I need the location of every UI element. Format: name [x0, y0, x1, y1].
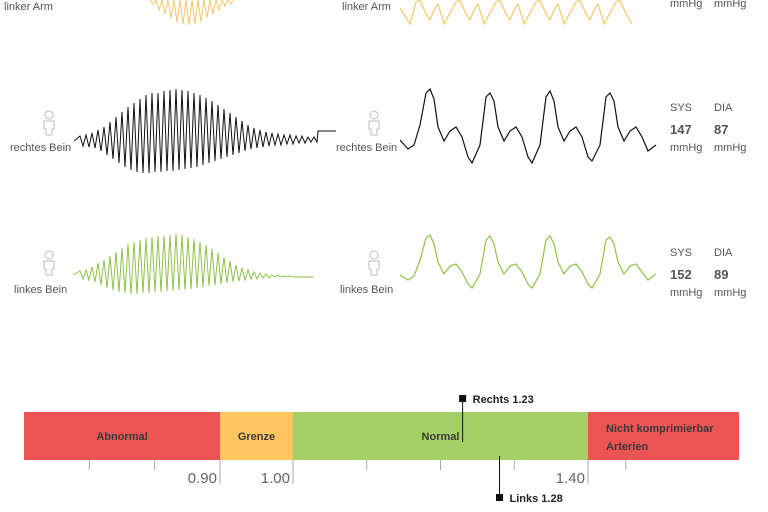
- segment-label: Normal: [422, 431, 460, 443]
- segment-2: [293, 412, 588, 460]
- segment-0: [24, 412, 220, 460]
- dia-unit: mmHg: [714, 0, 747, 10]
- tick-label: 1.00: [261, 470, 290, 487]
- marker-square: [496, 494, 503, 501]
- person-icon: [40, 250, 58, 276]
- person-icon: [365, 110, 383, 136]
- row-linkes-bein: linkes Bein linkes Bein SYS DIA 152 89 m…: [0, 225, 768, 325]
- marker-label: Rechts 1.23: [473, 394, 534, 406]
- limb-label-left: linkes Bein: [14, 284, 68, 296]
- limb-label-left: rechtes Bein: [10, 142, 72, 154]
- person-icon: [365, 250, 383, 276]
- sys-label: SYS: [670, 102, 693, 114]
- abi-scale-chart: Abnormal Grenze Normal Nicht komprimierbar A…: [0, 380, 768, 512]
- sys-unit: mmHg: [670, 0, 703, 10]
- pulse-waveform-linkes-bein: [400, 234, 657, 289]
- sys-unit: mmHg: [670, 287, 703, 299]
- oscillometric-waveform-rechtes-bein: [74, 88, 336, 174]
- segment-1: [220, 412, 293, 460]
- dia-label: DIA: [714, 102, 733, 114]
- limb-label-right: linker Arm: [342, 1, 391, 13]
- dia-value: 87: [714, 122, 729, 137]
- pulse-waveform-linker-arm: [400, 0, 633, 26]
- dia-unit: mmHg: [714, 142, 747, 154]
- limb-label-right: linkes Bein: [340, 284, 394, 296]
- segment-3: [588, 412, 739, 460]
- segment-label: Grenze: [238, 431, 275, 443]
- row-rechtes-bein: rechtes Bein rechtes Bein SYS DIA 147 87…: [0, 80, 768, 180]
- sys-value: 152: [670, 267, 692, 282]
- dia-label: DIA: [714, 247, 733, 259]
- marker-label: Links 1.28: [510, 493, 563, 505]
- sys-label: SYS: [670, 247, 693, 259]
- segment-label: Nicht komprimierbar: [606, 423, 714, 435]
- segment-label: Abnormal: [96, 431, 147, 443]
- oscillometric-waveform-linker-arm: [150, 0, 235, 26]
- dia-value: 89: [714, 267, 729, 282]
- limb-label-left: linker Arm: [4, 1, 53, 13]
- tick-label: 0.90: [188, 470, 217, 487]
- pulse-waveform-rechtes-bein: [400, 87, 657, 165]
- sys-value: 147: [670, 122, 692, 137]
- person-icon: [40, 110, 58, 136]
- segment-label: Arterien: [606, 441, 648, 453]
- tick-label: 1.40: [556, 470, 585, 487]
- limb-label-right: rechtes Bein: [336, 142, 398, 154]
- marker-square: [459, 395, 467, 402]
- sys-unit: mmHg: [670, 142, 703, 154]
- dia-unit: mmHg: [714, 287, 747, 299]
- oscillometric-waveform-linkes-bein: [74, 233, 314, 295]
- row-linker-arm: linker Arm linker Arm mmHg mmHg: [0, 0, 768, 40]
- abi-scale-svg: Abnormal Grenze Normal Nicht komprimierbar A…: [24, 394, 739, 505]
